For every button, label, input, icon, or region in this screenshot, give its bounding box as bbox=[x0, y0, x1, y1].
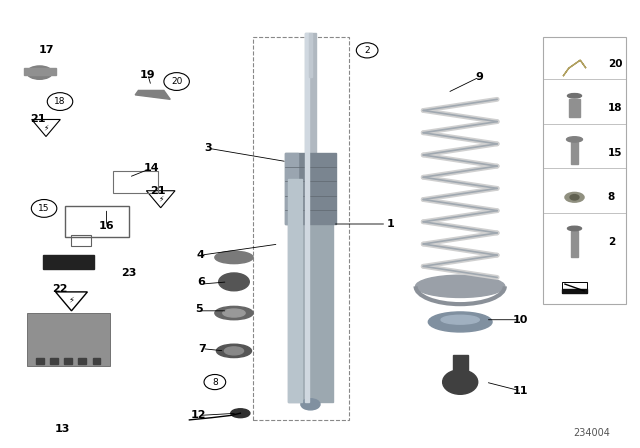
Text: 21: 21 bbox=[31, 114, 46, 125]
Text: 22: 22 bbox=[52, 284, 68, 293]
Ellipse shape bbox=[568, 94, 582, 98]
Text: 23: 23 bbox=[121, 268, 136, 278]
Bar bbox=[288, 180, 333, 402]
Bar bbox=[562, 282, 588, 293]
Text: 15: 15 bbox=[607, 148, 622, 158]
Bar bbox=[305, 33, 308, 402]
Polygon shape bbox=[563, 60, 586, 76]
Bar bbox=[562, 289, 588, 293]
Text: 20: 20 bbox=[607, 59, 622, 69]
Bar bbox=[65, 358, 72, 364]
Text: 16: 16 bbox=[99, 221, 115, 231]
Bar bbox=[285, 153, 298, 224]
Ellipse shape bbox=[566, 137, 582, 142]
Bar bbox=[571, 142, 579, 164]
Text: 14: 14 bbox=[143, 164, 159, 173]
Text: 3: 3 bbox=[205, 143, 212, 153]
Ellipse shape bbox=[223, 309, 245, 317]
Text: 4: 4 bbox=[197, 250, 205, 260]
Text: 234004: 234004 bbox=[573, 428, 610, 438]
Ellipse shape bbox=[215, 251, 253, 263]
Text: 13: 13 bbox=[54, 424, 70, 434]
Ellipse shape bbox=[225, 347, 244, 355]
Text: 7: 7 bbox=[198, 344, 206, 353]
Bar bbox=[24, 68, 56, 75]
Text: 9: 9 bbox=[476, 72, 483, 82]
Text: 18: 18 bbox=[54, 97, 66, 106]
Text: 6: 6 bbox=[197, 277, 205, 287]
Text: 1: 1 bbox=[386, 219, 394, 229]
Ellipse shape bbox=[27, 66, 52, 79]
Bar bbox=[36, 358, 44, 364]
Bar bbox=[79, 358, 86, 364]
Text: 17: 17 bbox=[38, 45, 54, 56]
Ellipse shape bbox=[443, 370, 477, 394]
Text: 8: 8 bbox=[607, 192, 615, 202]
Text: 2: 2 bbox=[364, 46, 370, 55]
Text: 21: 21 bbox=[150, 185, 165, 196]
Bar bbox=[452, 355, 468, 382]
Text: 11: 11 bbox=[513, 386, 529, 396]
Bar bbox=[571, 231, 579, 258]
Ellipse shape bbox=[441, 315, 479, 324]
Ellipse shape bbox=[415, 275, 505, 297]
Ellipse shape bbox=[570, 194, 579, 200]
Bar bbox=[288, 180, 301, 402]
Bar bbox=[72, 235, 91, 246]
Bar bbox=[93, 358, 100, 364]
Bar bbox=[308, 33, 312, 77]
Bar bbox=[570, 99, 580, 117]
Ellipse shape bbox=[301, 399, 320, 410]
Ellipse shape bbox=[215, 306, 253, 320]
Bar bbox=[285, 153, 336, 224]
Text: 5: 5 bbox=[195, 304, 203, 314]
Polygon shape bbox=[135, 90, 170, 99]
Bar bbox=[253, 37, 349, 420]
Text: 2: 2 bbox=[607, 237, 615, 247]
Text: 19: 19 bbox=[140, 70, 156, 80]
Ellipse shape bbox=[568, 226, 582, 231]
Ellipse shape bbox=[428, 312, 492, 332]
Bar bbox=[43, 255, 94, 268]
Bar bbox=[305, 33, 316, 402]
Ellipse shape bbox=[219, 273, 249, 291]
Ellipse shape bbox=[216, 344, 252, 358]
Text: 18: 18 bbox=[607, 103, 622, 113]
Text: 20: 20 bbox=[171, 77, 182, 86]
Text: ⚡: ⚡ bbox=[68, 296, 74, 305]
Bar bbox=[27, 313, 109, 366]
Text: 10: 10 bbox=[513, 315, 529, 325]
Text: ⚡: ⚡ bbox=[44, 123, 49, 132]
Ellipse shape bbox=[565, 192, 584, 202]
Text: 15: 15 bbox=[38, 204, 50, 213]
Text: 8: 8 bbox=[212, 378, 218, 387]
Ellipse shape bbox=[231, 409, 250, 418]
Bar bbox=[51, 358, 58, 364]
Bar bbox=[543, 37, 626, 304]
Text: 12: 12 bbox=[191, 410, 207, 420]
Text: ⚡: ⚡ bbox=[158, 194, 163, 203]
Bar bbox=[65, 206, 129, 237]
Bar bbox=[113, 171, 157, 193]
